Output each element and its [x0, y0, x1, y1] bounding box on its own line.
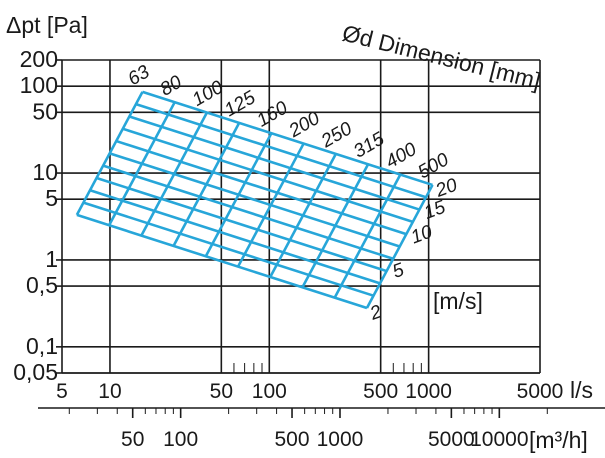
diameter-line [75, 91, 144, 216]
x-tick-label: 50 [210, 380, 233, 403]
y-tick-label: 100 [20, 72, 58, 98]
diameter-label: 250 [317, 118, 356, 153]
x2-tick-label: 100 [163, 428, 198, 451]
velocity-line [128, 115, 420, 211]
velocity-line [109, 152, 401, 248]
y-tick-label: 50 [32, 98, 58, 124]
velocity-line [76, 213, 368, 310]
x2-tick-label: 50 [121, 428, 144, 451]
diameter-label: 315 [350, 128, 388, 162]
velocity-line [142, 90, 433, 187]
diameter-label: 160 [253, 97, 291, 131]
nomogram-grid [75, 90, 434, 310]
diameter-axis-title: Ød Dimension [mm] [340, 20, 543, 94]
velocity-line [122, 127, 414, 224]
x2-axis-unit-m3h: [m³/h] [529, 427, 588, 453]
velocity-label: 2 [367, 301, 385, 325]
x-tick-label: 100 [252, 380, 287, 403]
x-tick-label: 1000 [405, 380, 452, 403]
grid [38, 59, 605, 418]
y-tick-label: 0,5 [26, 272, 58, 298]
x2-tick-label: 5000 [428, 428, 475, 451]
velocity-line [89, 189, 381, 285]
x2-tick-label: 10000 [470, 428, 528, 451]
y-tick-label: 10 [32, 159, 58, 185]
y-tick-label: 200 [20, 46, 58, 72]
velocity-line [83, 201, 374, 297]
x-tick-label: 5000 [517, 380, 564, 403]
x-tick-label: 10 [98, 380, 121, 403]
x2-tick-label: 500 [275, 428, 310, 451]
velocity-line [115, 139, 407, 236]
y-axis-title: Δpt [Pa] [6, 12, 88, 38]
x-tick-label: 5 [56, 380, 68, 403]
y-tick-label: 0,05 [13, 359, 58, 385]
y-tick-label: 5 [45, 185, 58, 211]
velocity-line [102, 164, 394, 261]
x-tick-label: 500 [363, 380, 398, 403]
velocity-line [135, 102, 427, 199]
y-tick-label: 1 [45, 246, 58, 272]
x2-tick-label: 1000 [317, 428, 364, 451]
x-axis-unit-ls: l/s [570, 377, 593, 403]
y-tick-label: 0,1 [26, 333, 58, 359]
velocity-line [96, 176, 388, 273]
diameter-label: 80 [157, 72, 186, 101]
velocity-unit-label: [m/s] [433, 288, 483, 314]
diameter-label: 125 [221, 87, 259, 121]
diameter-label: 400 [382, 139, 420, 173]
velocity-label: 5 [390, 259, 408, 282]
